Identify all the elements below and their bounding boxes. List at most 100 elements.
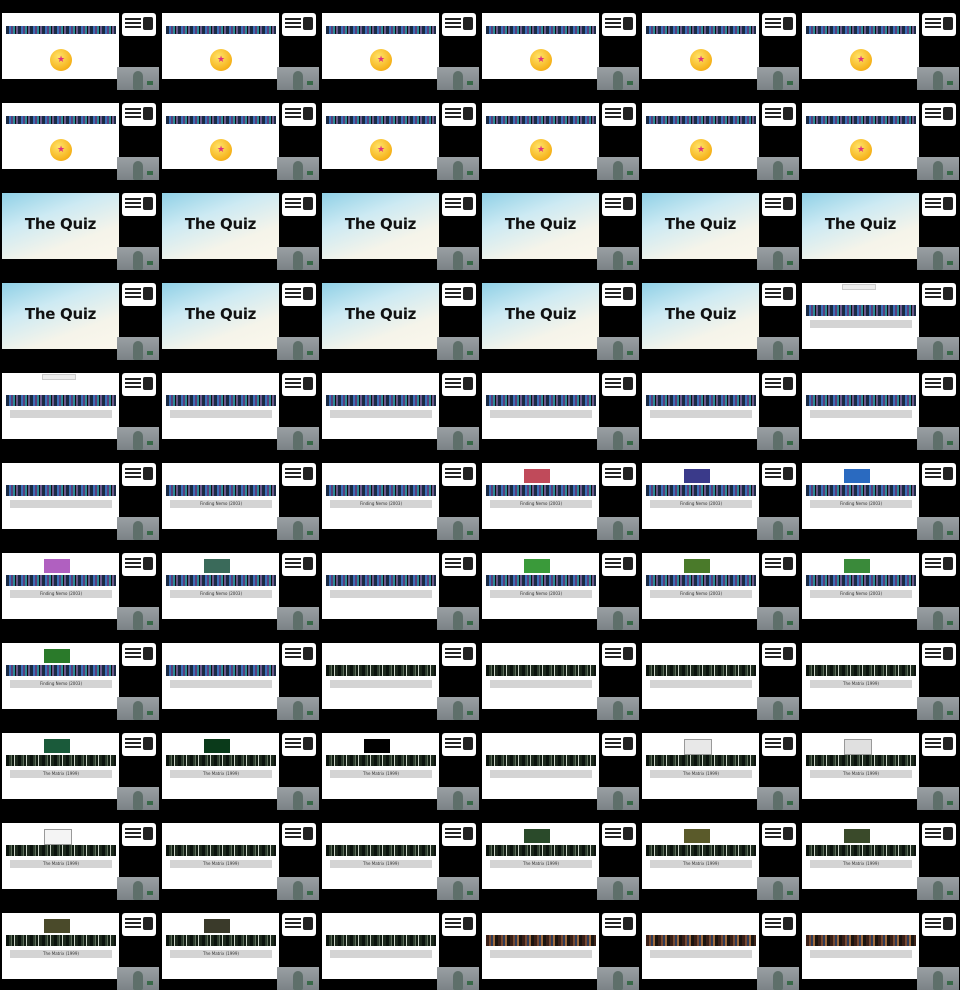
camera-icon: [783, 107, 793, 120]
filmstrip: [6, 395, 116, 406]
webcam-overlay: [917, 427, 959, 450]
answer-bar: [10, 410, 112, 418]
mic-icon: [787, 711, 793, 715]
logo-text: [125, 558, 141, 560]
frame-thumbnail: The Quiz: [320, 180, 480, 270]
presenter: [933, 881, 943, 900]
presenter: [613, 341, 623, 360]
filmstrip: [806, 305, 916, 316]
movie-title: The Matrix (1999): [203, 861, 239, 866]
channel-logo: [122, 553, 156, 576]
mic-icon: [147, 801, 153, 805]
presenter: [453, 251, 463, 270]
filmstrip: [326, 755, 436, 766]
filmstrip: [326, 116, 436, 124]
mic-icon: [787, 891, 793, 895]
mic-icon: [467, 351, 473, 355]
filmstrip: [806, 26, 916, 34]
slide: Finding Nemo (2003): [162, 553, 279, 619]
webcam-overlay: [277, 877, 319, 900]
logo-text: [925, 18, 941, 20]
channel-logo: [122, 13, 156, 36]
channel-logo: [282, 553, 316, 576]
webcam-overlay: [437, 67, 479, 90]
logo-text: [765, 108, 781, 110]
channel-logo: [282, 643, 316, 666]
webcam-overlay: [437, 517, 479, 540]
logo-text: [285, 198, 301, 200]
slide: Finding Nemo (2003): [642, 463, 759, 529]
filmstrip: [486, 485, 596, 496]
slide: The Quiz: [642, 193, 759, 259]
frame-thumbnail: Finding Nemo (2003): [160, 540, 320, 630]
camera-icon: [943, 107, 953, 120]
camera-icon: [463, 197, 473, 210]
camera-icon: [143, 827, 153, 840]
filmstrip: [326, 845, 436, 856]
presenter: [133, 431, 143, 450]
answer-bar: [10, 590, 112, 598]
movie-title: Finding Nemo (2003): [39, 591, 83, 596]
mic-icon: [147, 981, 153, 985]
movie-thumbnail: [44, 649, 70, 663]
camera-icon: [463, 467, 473, 480]
mic-icon: [467, 531, 473, 535]
logo-text: [285, 108, 301, 110]
channel-logo: [762, 103, 796, 126]
filmstrip: [166, 755, 276, 766]
movie-title: The Matrix (1999): [43, 861, 79, 866]
logo-text: [925, 198, 941, 200]
mic-icon: [307, 531, 313, 535]
slide: The Quiz: [2, 283, 119, 349]
logo-text: [765, 198, 781, 200]
logo-text: [925, 108, 941, 110]
camera-icon: [783, 377, 793, 390]
channel-logo: [122, 283, 156, 306]
slide: ★: [802, 103, 919, 169]
filmstrip: [6, 575, 116, 586]
logo-text: [445, 378, 461, 380]
presenter: [933, 251, 943, 270]
frame-thumbnail: [640, 630, 800, 720]
slide: The Matrix (1999): [162, 823, 279, 889]
frame-thumbnail: [800, 900, 960, 990]
movie-title: Finding Nemo (2003): [679, 501, 723, 506]
webcam-overlay: [757, 427, 799, 450]
logo-text: [925, 828, 941, 830]
quiz-title: The Quiz: [664, 305, 737, 323]
channel-logo: [282, 283, 316, 306]
slide: The Quiz: [642, 283, 759, 349]
mic-icon: [467, 801, 473, 805]
logo-text: [285, 828, 301, 830]
answer-bar: [810, 320, 912, 328]
slide: [2, 373, 119, 439]
filmstrip: [806, 116, 916, 124]
channel-logo: [282, 823, 316, 846]
frame-thumbnail: [320, 630, 480, 720]
movie-title: Finding Nemo (2003): [839, 501, 883, 506]
mic-icon: [627, 801, 633, 805]
movie-thumbnail: [364, 739, 390, 753]
frame-thumbnail: Finding Nemo (2003): [480, 450, 640, 540]
frame-thumbnail: [320, 900, 480, 990]
logo-text: [605, 558, 621, 560]
frame-thumbnail: The Quiz: [640, 180, 800, 270]
filmstrip: [806, 485, 916, 496]
slide: ★: [2, 103, 119, 169]
frame-thumbnail: ★: [160, 90, 320, 180]
filmstrip: [486, 755, 596, 766]
camera-icon: [463, 107, 473, 120]
channel-logo: [602, 373, 636, 396]
logo-text: [925, 378, 941, 380]
slide: The Quiz: [322, 193, 439, 259]
logo-text: [125, 198, 141, 200]
presenter: [773, 611, 783, 630]
logo-text: [765, 288, 781, 290]
frame-thumbnail: [160, 630, 320, 720]
slide: ★: [642, 103, 759, 169]
webcam-overlay: [597, 247, 639, 270]
movie-thumbnail: [44, 739, 70, 753]
camera-icon: [623, 827, 633, 840]
webcam-overlay: [437, 427, 479, 450]
answer-bar: [330, 500, 432, 508]
